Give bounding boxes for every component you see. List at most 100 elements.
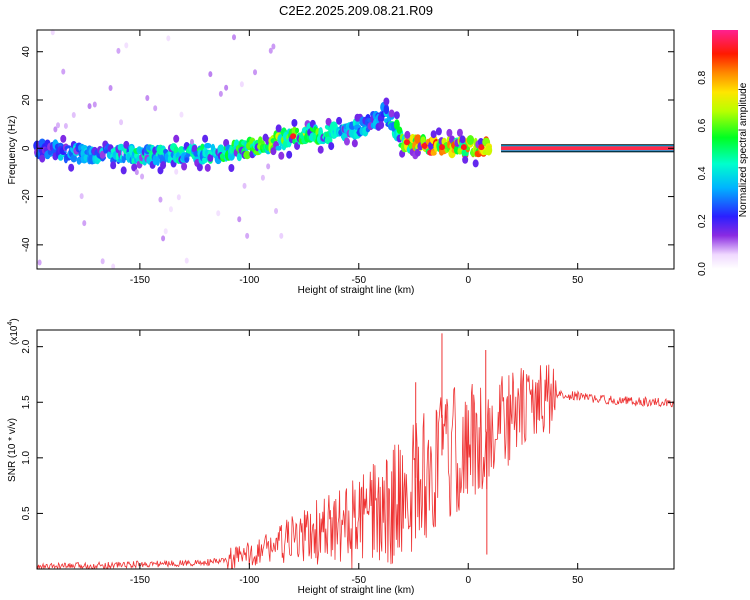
noise-cell: [271, 43, 276, 50]
hot-spot: [403, 139, 410, 146]
halo-cell: [435, 127, 442, 136]
halo-cell: [430, 130, 437, 139]
spectral-cell: [243, 150, 251, 160]
halo-cell: [60, 134, 67, 143]
hot-spot: [438, 144, 445, 151]
halo-cell: [446, 128, 453, 137]
band-core: [501, 146, 674, 151]
halo-cell: [181, 162, 188, 171]
noise-cell: [218, 90, 223, 97]
halo-cell: [275, 124, 282, 133]
y-tick-label: 1.0: [21, 450, 32, 464]
spectral-cell: [203, 142, 212, 149]
noise-cell: [260, 174, 265, 181]
colorbar-tick-label: 0.8: [697, 70, 708, 84]
x-tick-label: -100: [239, 275, 259, 286]
noise-cell: [111, 263, 116, 270]
noise-cell: [232, 34, 237, 41]
y-tick-label: 0.5: [21, 506, 32, 520]
x-tick-label: 50: [572, 575, 584, 586]
spectral-cell: [70, 154, 78, 163]
halo-cell: [120, 166, 127, 175]
spectrogram-frame: [36, 29, 675, 270]
noise-cell: [253, 69, 258, 76]
noise-cell: [145, 94, 150, 101]
x-tick-label: -50: [352, 575, 367, 586]
noise-cell: [163, 228, 168, 235]
halo-cell: [131, 163, 138, 172]
noise-cell: [266, 163, 271, 170]
noise-cell: [242, 182, 247, 189]
halo-cell: [68, 163, 75, 172]
spectral-cell: [457, 147, 463, 155]
y-tick-label: 20: [21, 94, 32, 106]
noise-cell: [245, 232, 250, 239]
noise-cell: [161, 235, 166, 242]
page-title: C2E2.2025.209.08.21.R09: [279, 3, 433, 18]
spectral-cell: [396, 126, 403, 134]
noise-cell: [216, 210, 221, 217]
halo-cell: [388, 109, 395, 118]
constant-speed-band: [501, 144, 674, 153]
noise-cell: [153, 105, 158, 112]
spectral-cell: [275, 145, 282, 151]
noise-cell: [134, 169, 139, 176]
noise-cell: [79, 193, 84, 200]
y-tick-label: 1.5: [21, 395, 32, 409]
spectrogram-cells: [33, 29, 493, 270]
noise-cell: [189, 138, 194, 145]
halo-cell: [202, 134, 209, 143]
noise-cell: [50, 29, 55, 36]
halo-cell: [383, 97, 390, 106]
x-tick-label: 0: [465, 575, 471, 586]
spectrogram-x-ticks: -150 -100 -50 0 50: [130, 30, 584, 286]
colorbar-ticks: 0.0 0.2 0.4 0.6 0.8: [697, 70, 708, 276]
colorbar-tick-label: 0.0: [697, 262, 708, 276]
hot-spot: [478, 144, 485, 151]
spectral-cell: [295, 127, 300, 134]
halo-cell: [328, 142, 335, 151]
noise-cell: [239, 81, 244, 88]
snr-panel: -150 -100 -50 0 50 0.5 1.0 1.5 2.0 Height of st…: [7, 318, 675, 596]
halo-cell: [160, 161, 167, 170]
y-tick-label: 2.0: [21, 339, 32, 353]
y-tick-label: -20: [21, 189, 32, 204]
x-tick-label: -150: [130, 575, 150, 586]
halo-cell: [404, 130, 411, 139]
noise-cell: [63, 122, 68, 129]
noise-cell: [224, 84, 229, 91]
y-tick-label: -40: [21, 237, 32, 252]
spectral-cell: [485, 145, 493, 156]
y-tick-label: 40: [21, 46, 32, 58]
x-tick-label: -150: [130, 275, 150, 286]
halo-cell: [462, 155, 469, 164]
noise-cell: [87, 103, 92, 110]
halo-cell: [204, 163, 211, 172]
halo-cell: [196, 163, 203, 172]
noise-cell: [176, 194, 181, 201]
halo-cell: [456, 128, 463, 137]
spectral-cell: [155, 155, 160, 167]
spectral-cell: [217, 144, 225, 154]
snr-multiplier-base: (x10: [9, 325, 20, 345]
halo-cell: [336, 116, 343, 125]
noise-cell: [237, 216, 242, 223]
noise-cell: [168, 206, 173, 213]
noise-cell: [100, 258, 105, 265]
colorbar-tick-label: 0.4: [697, 166, 708, 180]
noise-cell: [119, 119, 124, 126]
spectral-cell: [414, 134, 422, 144]
spectrogram-panel: -150 -100 -50 0 50 -40 -20 0 20 40 Height of str…: [7, 29, 675, 296]
halo-cell: [278, 151, 285, 160]
spectral-cell: [184, 157, 189, 164]
halo-cell: [286, 150, 293, 159]
snr-multiplier-exponent: 4: [7, 322, 14, 326]
noise-cell: [179, 111, 184, 118]
hot-spot: [421, 142, 428, 149]
halo-cell: [393, 111, 400, 120]
colorbar-tick-label: 0.6: [697, 118, 708, 132]
spectral-cell: [383, 104, 390, 115]
colorbar: 0.0 0.2 0.4 0.6 0.8 Normalized spectral ampl…: [697, 30, 749, 276]
halo-cell: [343, 137, 350, 146]
